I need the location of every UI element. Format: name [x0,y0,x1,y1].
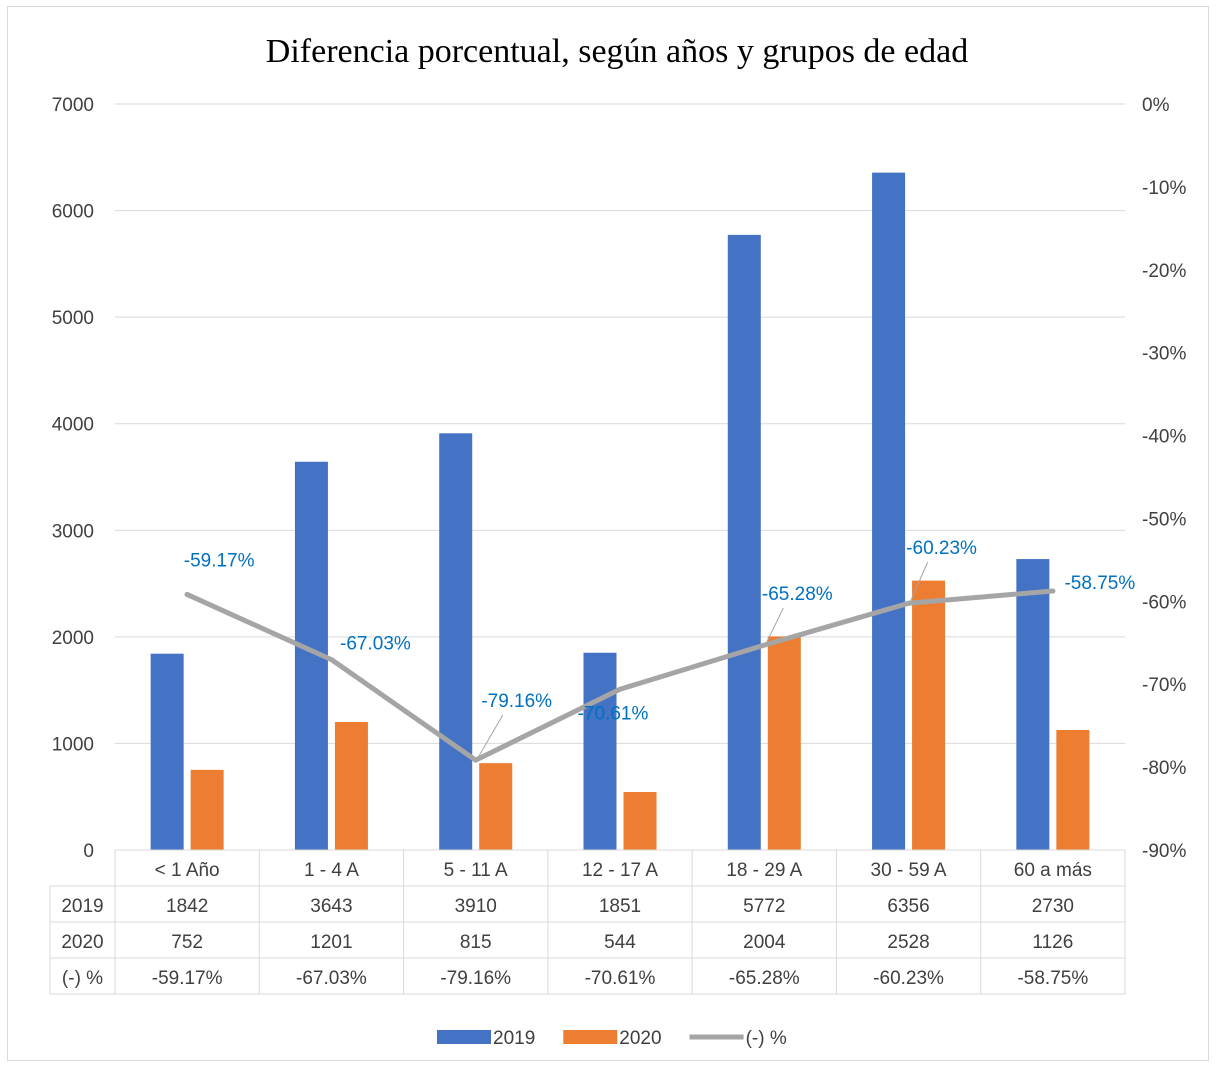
data-table: < 1 Año 1 - 4 A 5 - 11 A 12 - 17 A 18 - 29 A… [49,849,1126,995]
bar-2020-5 [912,580,946,850]
table-cell: -58.75% [1017,968,1088,989]
table-cell: -65.28% [729,968,800,989]
category-label: 1 - 4 A [304,860,359,881]
table-row-header: 2020 [61,932,103,953]
bar-2019-2 [439,433,473,850]
data-label-6: -58.75% [1064,573,1135,594]
table-cell: 3643 [310,896,352,917]
table-cell: 5772 [743,896,785,917]
right-tick-label: -90% [1142,841,1186,862]
table-cell: 6356 [887,896,929,917]
gridlines [115,103,1125,744]
table-cell: -67.03% [296,968,367,989]
bar-2020-4 [767,636,801,850]
bar-2019-0 [150,653,184,850]
right-tick-label: -80% [1142,758,1186,779]
table-cell: 2004 [743,932,786,953]
table-row-header: 2019 [61,896,103,917]
left-axis-ticks: 0 1000 2000 3000 4000 5000 6000 7000 [52,95,94,862]
data-label-0: -59.17% [184,550,255,571]
legend-label-2020: 2020 [619,1028,661,1049]
table-cell: 1851 [599,896,641,917]
category-label: 12 - 17 A [582,860,658,881]
right-tick-label: -70% [1142,675,1186,696]
chart-title: Diferencia porcentual, según años y grup… [266,33,968,70]
legend-label-(-) %: (-) % [746,1028,787,1049]
table-cell: 2730 [1032,896,1074,917]
right-tick-label: -50% [1142,509,1186,530]
line-point-4 [761,642,767,648]
table-cell: -79.16% [440,968,511,989]
percent-line [184,588,1056,763]
leader-line-4 [765,607,784,644]
right-tick-label: -30% [1142,344,1186,365]
legend: 2019 2020 (-) % [437,1028,787,1049]
line-point-1 [328,657,334,663]
table-cell: 815 [460,932,492,953]
bar-2020-1 [334,722,368,850]
table-cell: 752 [171,932,203,953]
table-cell: 3910 [455,896,497,917]
category-label: 5 - 11 A [444,860,508,881]
line-point-5 [906,600,912,606]
left-tick-label: 2000 [52,628,94,649]
bar-2020-0 [190,769,224,850]
data-label-2: -79.16% [481,691,552,712]
left-tick-label: 0 [83,841,94,862]
data-label-5: -60.23% [906,538,977,559]
left-tick-label: 7000 [52,95,94,116]
label-leader-lines [477,562,929,759]
bars [150,172,1090,850]
right-tick-label: -60% [1142,592,1186,613]
right-tick-label: 0% [1142,95,1170,116]
leader-line-2 [477,714,504,759]
right-tick-label: -10% [1142,178,1186,199]
data-label-4: -65.28% [762,584,833,605]
right-tick-label: -20% [1142,261,1186,282]
right-axis-ticks: -90% -80% -70% -60% -50% -40% -30% -20% -10% 0% [1142,95,1186,862]
data-labels: -59.17% -67.03% -79.16% -70.61% -65.28% -60.2… [184,538,1136,724]
data-label-3: -70.61% [578,703,649,724]
table-cell: -70.61% [585,968,656,989]
table-cell: -59.17% [152,968,223,989]
bar-2020-6 [1056,730,1090,850]
category-label: 60 a más [1014,860,1092,881]
legend-swatch-2019 [437,1030,491,1044]
table-row-header: (-) % [62,968,103,989]
category-label: < 1 Año [155,860,220,881]
bar-2019-4 [727,234,761,850]
bar-2019-6 [1016,559,1050,850]
left-tick-label: 3000 [52,521,94,542]
table-cell: 2528 [887,932,929,953]
left-tick-label: 6000 [52,202,94,223]
line-point-2 [473,757,479,763]
bar-2020-3 [623,792,657,850]
table-cell: 544 [604,932,636,953]
leader-line-5 [910,562,929,602]
chart-frame: Diferencia porcentual, según años y grup… [7,6,1209,1061]
table-cell: 1201 [310,932,352,953]
table-cell: -60.23% [873,968,944,989]
legend-swatch-2020 [563,1030,618,1044]
combo-chart: Diferencia porcentual, según años y grup… [49,33,1186,1049]
category-label: 30 - 59 A [871,860,947,881]
left-tick-label: 4000 [52,415,94,436]
bar-2019-5 [872,172,906,850]
line-point-6 [1050,588,1056,594]
table-cell: 1842 [166,896,208,917]
left-tick-label: 5000 [52,308,94,329]
bar-2020-2 [479,763,513,850]
bar-2019-3 [583,652,617,850]
legend-label-2019: 2019 [493,1028,535,1049]
right-tick-label: -40% [1142,427,1186,448]
table-cell: 1126 [1032,932,1073,953]
left-tick-label: 1000 [52,734,94,755]
category-label: 18 - 29 A [726,860,802,881]
line-point-3 [617,686,623,692]
line-point-0 [184,591,190,597]
data-label-1: -67.03% [340,634,411,655]
